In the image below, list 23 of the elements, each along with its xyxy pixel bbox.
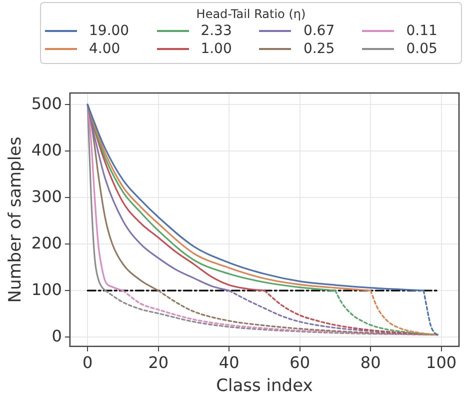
y-tick-label: 100 xyxy=(31,280,62,299)
x-tick-label: 80 xyxy=(360,353,381,372)
legend-label: 4.00 xyxy=(89,41,120,57)
x-tick-label: 40 xyxy=(218,353,240,372)
y-axis-title: Number of samples xyxy=(6,136,26,303)
legend-label: 19.00 xyxy=(89,23,130,39)
y-tick-label: 400 xyxy=(31,140,62,160)
y-tick-label: 500 xyxy=(31,94,62,113)
legend-title: Head-Tail Ratio (η) xyxy=(195,7,307,21)
x-axis-title: Class index xyxy=(216,376,313,396)
y-tick-label: 300 xyxy=(31,186,62,206)
legend-label: 1.00 xyxy=(200,41,232,57)
x-tick-label: 0 xyxy=(82,353,93,372)
x-tick-label: 60 xyxy=(290,353,310,372)
x-tick-label: 20 xyxy=(148,353,169,372)
legend-label: 2.33 xyxy=(200,23,232,39)
x-tick-label: 100 xyxy=(426,353,457,372)
legend-label: 0.67 xyxy=(303,23,335,39)
legend-label: 0.11 xyxy=(406,23,438,39)
legend-label: 0.05 xyxy=(406,41,438,57)
legend-label: 0.25 xyxy=(303,41,335,57)
y-tick-label: 200 xyxy=(31,233,62,252)
y-tick-label: 0 xyxy=(52,326,62,346)
